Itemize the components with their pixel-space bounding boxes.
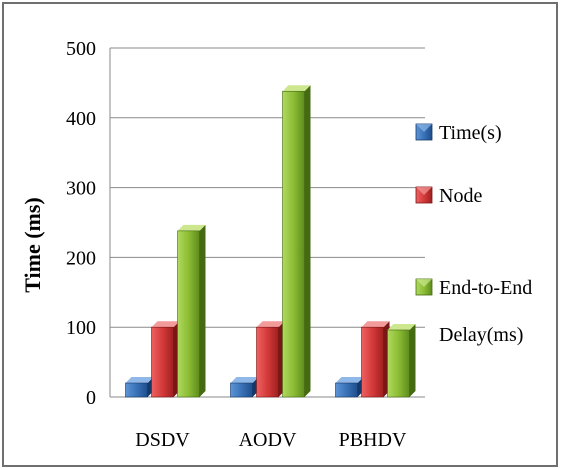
legend-label-line: End-to-End	[439, 277, 532, 299]
bar-front	[125, 382, 148, 398]
bar-front	[230, 382, 253, 398]
x-category-label: AODV	[239, 429, 297, 451]
legend-label-line: Node	[439, 185, 482, 207]
y-tick-labels: 0 100 200 300 400 500	[66, 38, 96, 409]
legend-swatch-highlight	[416, 279, 432, 287]
legend-label: Node	[439, 185, 482, 207]
y-tick-label: 100	[66, 317, 96, 339]
legend-item: End-to-End Delay(ms)	[415, 277, 532, 346]
bar-aodv-series-1	[256, 321, 285, 398]
bar-aodv-series-2	[282, 85, 311, 398]
bar-front	[361, 326, 384, 398]
x-category-label: DSDV	[135, 429, 190, 451]
bar-front	[177, 230, 200, 398]
bar-pbhdv-series-1	[361, 321, 390, 398]
bar-top	[387, 323, 416, 330]
y-tick-label: 0	[86, 387, 96, 409]
y-tick-label: 500	[66, 38, 96, 60]
bars	[125, 85, 416, 398]
legend-swatch-highlight	[416, 124, 432, 132]
bar-top	[151, 321, 180, 328]
legend-label-line: Time(s)	[439, 122, 502, 144]
bar-side	[199, 224, 206, 397]
legend-label: End-to-End Delay(ms)	[439, 277, 532, 346]
bar-pbhdv-series-0	[335, 377, 364, 398]
bar-top	[256, 321, 285, 328]
bar-dsdv-series-1	[151, 321, 180, 398]
x-category-label: PBHDV	[339, 429, 407, 451]
legend-item: Time(s)	[415, 122, 502, 144]
bar-front	[387, 329, 410, 398]
bar-dsdv-series-2	[177, 224, 206, 398]
bar-dsdv-series-0	[125, 377, 154, 398]
legend-swatch-highlight	[416, 187, 432, 195]
bar-top	[282, 85, 311, 92]
bar-side	[304, 85, 311, 397]
bar-side	[409, 323, 416, 397]
bar-pbhdv-series-2	[387, 323, 416, 398]
bar-top	[361, 321, 390, 328]
legend: Time(s) Node End-to-End Delay(ms)	[415, 122, 532, 346]
y-tick-label: 400	[66, 108, 96, 130]
bar-front	[282, 90, 305, 398]
bar-front	[151, 326, 174, 398]
bar-front	[256, 326, 279, 398]
y-tick-label: 200	[66, 247, 96, 269]
bar-top	[125, 377, 154, 384]
bar-top	[335, 377, 364, 384]
x-category-labels: DSDV AODV PBHDV	[135, 429, 407, 451]
y-axis-label: Time (ms)	[20, 197, 45, 293]
bar-aodv-series-0	[230, 377, 259, 398]
bar-front	[335, 382, 358, 398]
legend-label-line: Delay(ms)	[439, 324, 523, 346]
legend-label: Time(s)	[439, 122, 502, 144]
bar-top	[177, 224, 206, 231]
legend-item: Node	[415, 185, 482, 207]
bar-top	[230, 377, 259, 384]
y-tick-label: 300	[66, 178, 96, 200]
